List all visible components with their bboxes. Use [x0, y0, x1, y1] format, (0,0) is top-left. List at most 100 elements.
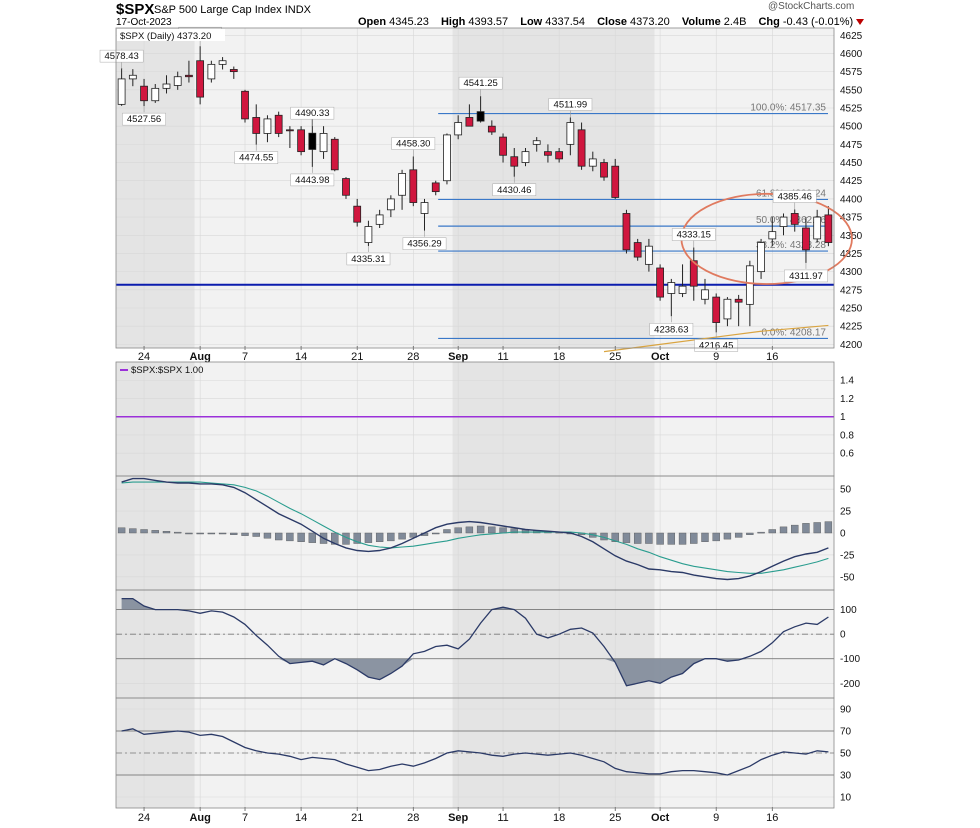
fibonacci-level-label: 0.0%: 4208.17 — [762, 327, 827, 338]
price-x-axis-label: Aug — [189, 351, 210, 363]
candle-body — [252, 117, 261, 134]
ohlc-readout: Open 4345.23 High 4393.57 Low 4337.54 Close… — [358, 16, 865, 28]
macd-histogram-bar — [791, 524, 799, 534]
candle-body — [723, 298, 732, 320]
macd-histogram-bar — [757, 531, 765, 534]
candle-body — [443, 134, 451, 182]
volume-label: Volume — [681, 16, 721, 28]
candle-body — [779, 216, 788, 227]
macd-signal-line — [121, 481, 829, 574]
close-label: Close — [597, 16, 628, 28]
index-name-text: S&P 500 Large Cap Index — [154, 4, 282, 16]
price-axis-tick-label: 4325 — [840, 249, 863, 260]
ratio-axis-tick-label: 0.6 — [840, 449, 854, 460]
change-value: -0.43 (-0.01%) — [782, 16, 854, 28]
price-axis-tick-label: 4200 — [840, 340, 863, 351]
candle-body — [263, 118, 272, 134]
price-annotation-label: 4541.25 — [463, 78, 497, 89]
low-label: Low — [520, 16, 543, 28]
chart-date: 17-Oct-2023 — [116, 17, 172, 28]
annotation-box — [122, 112, 166, 126]
bottom-x-axis-label: 7 — [242, 812, 248, 824]
macd-histogram-bar — [802, 523, 810, 534]
open-value: 4345.23 — [389, 16, 429, 28]
macd-histogram-bar — [398, 532, 406, 540]
macd-histogram-bar — [218, 532, 227, 535]
macd-axis-tick-label: 25 — [840, 507, 852, 518]
bottom-x-axis-label: 24 — [138, 812, 150, 824]
annotation-box — [290, 173, 335, 187]
panel-border-price — [115, 27, 835, 349]
annotation-box — [458, 76, 503, 90]
macd-histogram-bar — [263, 532, 272, 539]
price-axis-tick-label: 4625 — [840, 31, 863, 42]
price-annotation-label: 4333.15 — [677, 230, 711, 241]
candle-body — [689, 260, 698, 287]
macd-histogram-bar — [375, 532, 384, 542]
candle-body — [734, 298, 743, 303]
candle-body — [611, 165, 620, 198]
candle-body — [757, 242, 765, 273]
macd-histogram-bar — [824, 521, 833, 534]
price-axis-tick-label: 4450 — [840, 158, 863, 169]
macd-histogram-bar — [734, 532, 743, 538]
macd-axis-tick-label: -25 — [840, 550, 855, 561]
candle-body — [375, 214, 384, 225]
bottom-x-axis-label: 14 — [295, 812, 307, 824]
candle-body — [768, 231, 777, 240]
price-x-axis-label: 24 — [138, 351, 150, 363]
annotation-box — [649, 323, 694, 336]
price-annotation-label: 4490.33 — [295, 108, 329, 119]
price-annotation-label: 4474.55 — [239, 153, 273, 164]
price-axis-tick-label: 4275 — [840, 285, 863, 296]
price-annotation-label: 4511.99 — [554, 99, 588, 110]
price-annotation-label: 4216.45 — [699, 340, 733, 351]
candle-body — [286, 129, 294, 132]
candle-body — [499, 136, 507, 156]
price-x-axis-label: 18 — [553, 351, 565, 363]
annotation-box — [402, 237, 447, 250]
candle-body — [701, 289, 709, 300]
down-arrow-icon — [856, 19, 865, 26]
month-shade — [452, 590, 655, 698]
price-axis-tick-label: 4525 — [840, 104, 863, 115]
price-annotation-label: 4578.43 — [104, 51, 138, 62]
candle-body — [600, 162, 608, 178]
fibonacci-level-label: 38.2%: 4328.28 — [756, 240, 826, 251]
bottom-x-axis-label: Sep — [448, 812, 468, 824]
exchange-label: INDX — [284, 4, 311, 16]
candle-body — [185, 74, 193, 78]
volume-value: 2.4B — [723, 16, 747, 28]
macd-histogram-bar — [622, 532, 631, 543]
macd-histogram-bar — [746, 532, 754, 535]
candle-body — [229, 69, 238, 73]
candle-body — [802, 227, 810, 251]
macd-histogram-bar — [443, 529, 451, 534]
candle-body — [678, 285, 687, 294]
candle-body — [667, 282, 676, 294]
price-axis-tick-label: 4225 — [840, 322, 863, 333]
cci-axis-tick-label: 0 — [840, 630, 846, 641]
candle-body — [555, 151, 564, 160]
bottom-x-axis-label: Oct — [651, 812, 670, 824]
price-annotation-label: 4311.97 — [789, 271, 823, 282]
macd-histogram-bar — [768, 529, 776, 534]
price-axis-tick-label: 4500 — [840, 122, 863, 133]
candle-body — [308, 132, 317, 150]
macd-histogram-bar — [645, 532, 653, 544]
stockcharts-watermark: @StockCharts.com — [768, 1, 855, 12]
annotation-box — [234, 151, 279, 164]
panel-border-rsi — [115, 697, 835, 809]
macd-histogram-bar — [432, 532, 440, 535]
price-axis-tick-label: 4575 — [840, 67, 863, 78]
price-axis-tick-label: 4300 — [840, 267, 863, 278]
price-x-axis-label: 16 — [766, 351, 778, 363]
bottom-x-axis-label: 11 — [497, 812, 508, 824]
candle-body — [712, 296, 721, 323]
cci-oversold-fill — [121, 658, 829, 686]
candle-body — [162, 83, 171, 89]
annotation-box — [548, 98, 593, 111]
price-annotation-label: 4443.98 — [295, 175, 329, 186]
candle-body — [656, 267, 664, 298]
macd-histogram-bar — [387, 532, 395, 542]
